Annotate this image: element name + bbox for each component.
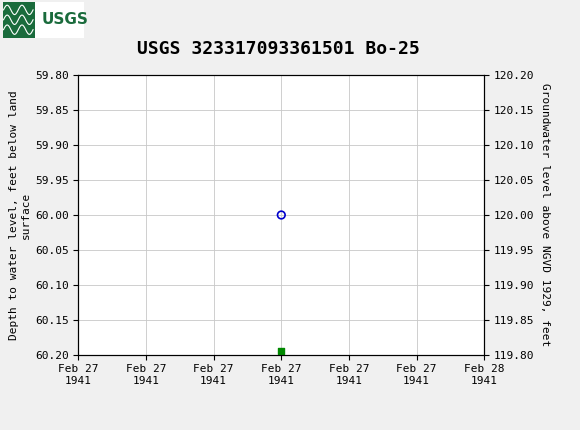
Text: USGS 323317093361501 Bo-25: USGS 323317093361501 Bo-25 (137, 40, 420, 58)
Point (277, 212, 286, 218)
Y-axis label: Groundwater level above NGVD 1929, feet: Groundwater level above NGVD 1929, feet (540, 83, 550, 347)
Bar (3, 2, 84, 37)
Bar (3, 2, 35, 37)
Point (277, 348, 286, 355)
Text: USGS: USGS (42, 12, 89, 27)
Y-axis label: Depth to water level, feet below land
surface: Depth to water level, feet below land su… (9, 90, 31, 340)
